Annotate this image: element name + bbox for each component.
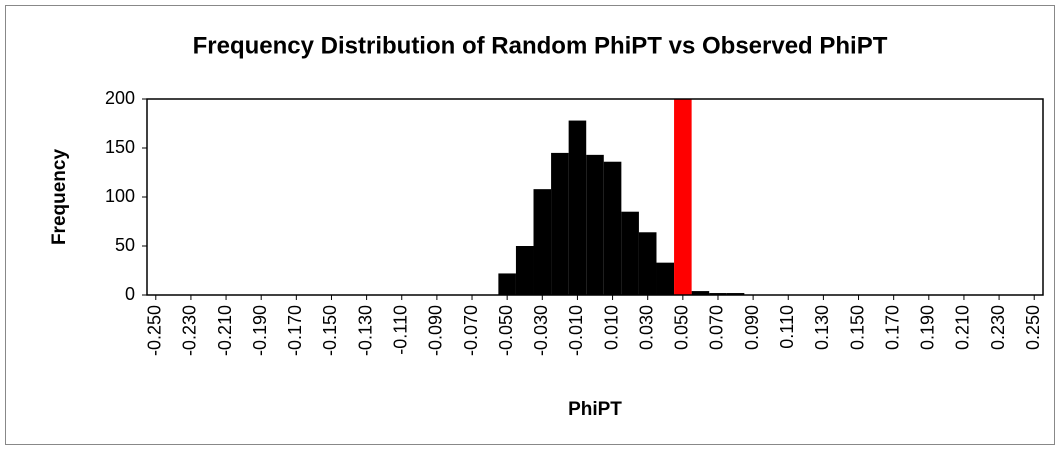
- x-tick-label: -0.210: [215, 305, 235, 356]
- x-tick-label: -0.010: [566, 305, 586, 356]
- bar: [691, 291, 710, 295]
- bar: [674, 99, 692, 295]
- x-tick-label: 0.010: [601, 305, 621, 350]
- x-tick-label: 0.110: [777, 305, 797, 349]
- x-tick-label: 0.070: [707, 305, 727, 350]
- x-tick-label: -0.030: [531, 305, 551, 356]
- x-tick-label: -0.110: [390, 305, 410, 355]
- x-tick-label: -0.150: [320, 305, 340, 356]
- x-tick-label: 0.190: [918, 305, 938, 350]
- x-tick-label: -0.090: [426, 305, 446, 356]
- x-tick-label: -0.250: [145, 305, 165, 356]
- chart-title: Frequency Distribution of Random PhiPT v…: [193, 32, 888, 59]
- x-tick-label: 0.090: [742, 305, 762, 350]
- y-tick-label: 150: [105, 137, 135, 157]
- bar: [709, 293, 727, 295]
- x-tick-label: 0.230: [988, 305, 1008, 350]
- bar: [656, 262, 675, 295]
- x-tick-label: -0.130: [355, 305, 375, 356]
- x-tick-label: -0.170: [285, 305, 305, 356]
- y-tick-label: 200: [105, 88, 135, 108]
- y-axis-title: Frequency: [49, 149, 70, 246]
- chart-frame: [5, 5, 1055, 445]
- x-tick-label: 0.130: [812, 305, 832, 350]
- bar: [533, 189, 552, 295]
- plot-border: [146, 98, 1044, 296]
- x-axis-title: PhiPT: [568, 399, 622, 420]
- x-tick-label: 0.150: [847, 305, 867, 350]
- x-tick-label: 0.030: [636, 305, 656, 350]
- bar: [726, 293, 745, 295]
- y-tick-label: 0: [125, 284, 135, 304]
- x-tick-label: -0.230: [180, 305, 200, 356]
- x-tick-label: -0.070: [461, 305, 481, 356]
- x-tick-label: 0.250: [1023, 305, 1043, 350]
- bar: [568, 120, 587, 295]
- bar: [603, 161, 622, 295]
- bar: [621, 211, 639, 295]
- bar: [498, 273, 516, 295]
- x-tick-label: -0.190: [250, 305, 270, 356]
- x-tick-label: 0.050: [672, 305, 692, 350]
- y-tick-label: 100: [105, 186, 135, 206]
- bar: [515, 246, 534, 295]
- x-tick-label: 0.210: [953, 305, 973, 350]
- x-tick-label: -0.050: [496, 305, 516, 356]
- y-tick-label: 50: [115, 235, 135, 255]
- bar: [551, 152, 569, 295]
- bar: [638, 232, 657, 295]
- bar: [586, 154, 604, 295]
- x-tick-label: 0.170: [882, 305, 902, 350]
